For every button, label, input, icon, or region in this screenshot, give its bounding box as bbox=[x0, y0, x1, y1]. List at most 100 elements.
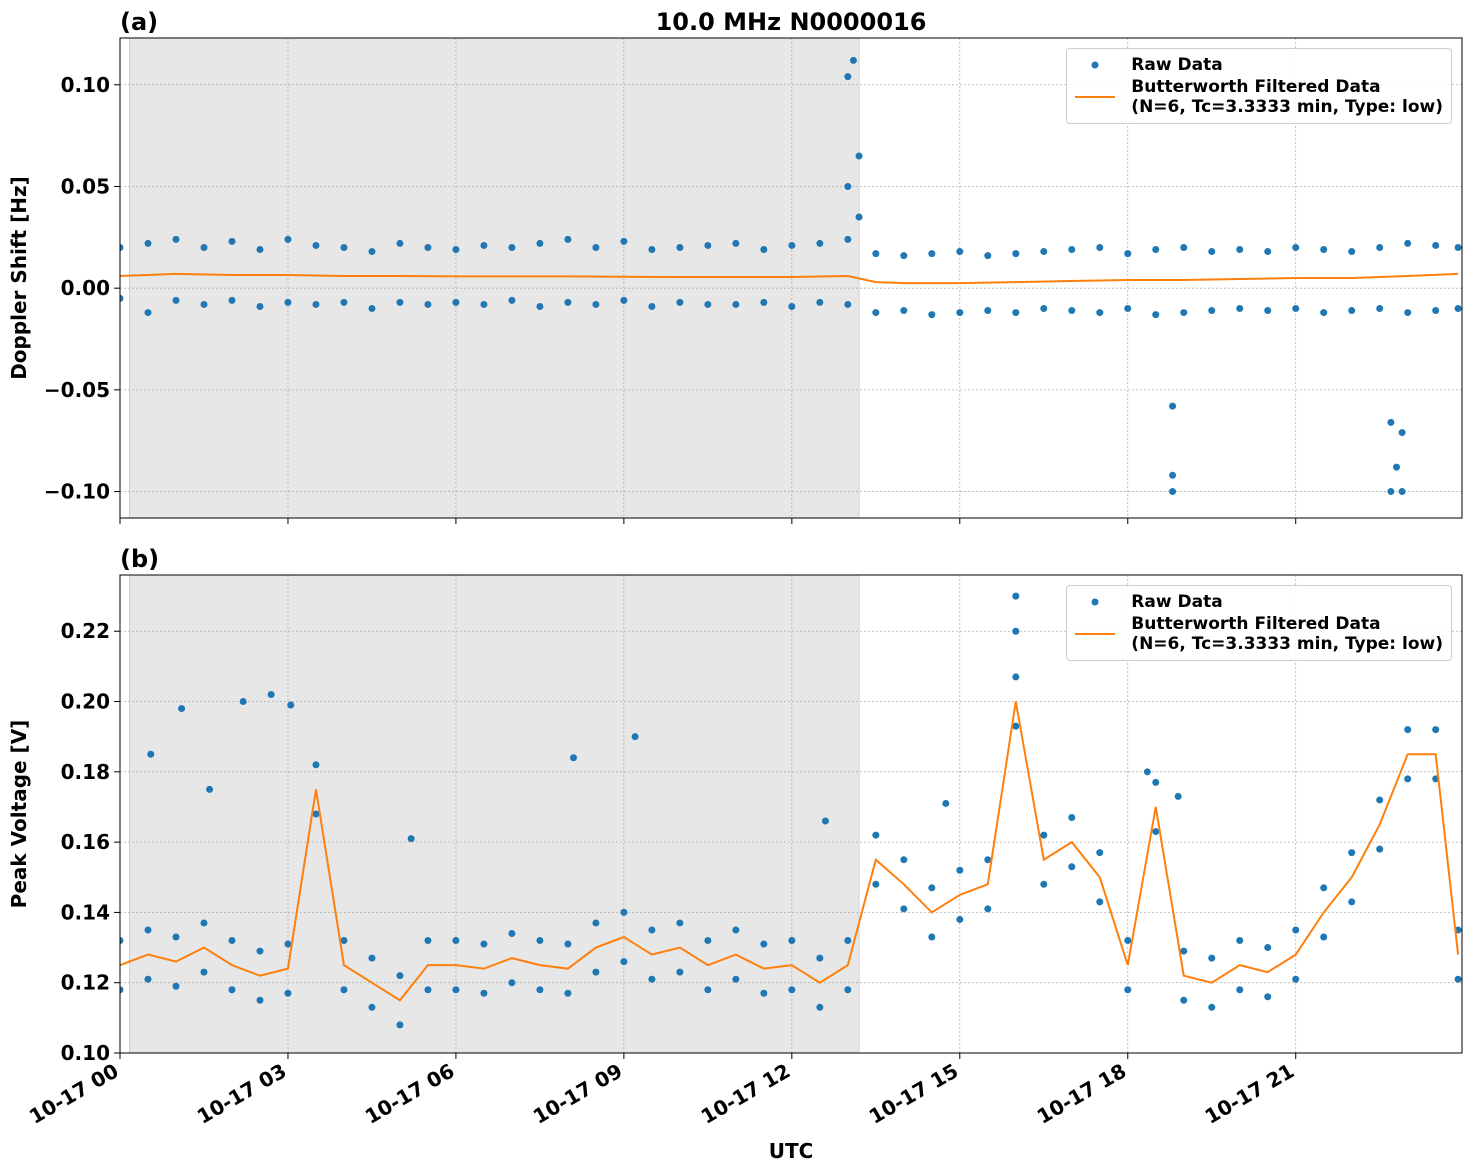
raw-point bbox=[844, 73, 852, 81]
raw-point bbox=[1012, 250, 1020, 258]
raw-point bbox=[564, 989, 572, 997]
raw-point bbox=[284, 989, 292, 997]
raw-point bbox=[1040, 831, 1048, 839]
legend-symbol bbox=[1075, 60, 1115, 70]
raw-point bbox=[1264, 993, 1272, 1001]
raw-point bbox=[200, 968, 208, 976]
raw-point bbox=[760, 246, 768, 254]
x-tick-label: 10-17 12 bbox=[697, 1059, 795, 1129]
raw-point bbox=[620, 237, 628, 245]
raw-point bbox=[676, 243, 684, 251]
shaded-span bbox=[129, 574, 860, 1054]
raw-point bbox=[1348, 307, 1356, 315]
raw-point bbox=[900, 252, 908, 260]
raw-point bbox=[732, 239, 740, 247]
raw-point bbox=[732, 300, 740, 308]
legend-symbol bbox=[1075, 92, 1116, 102]
raw-point bbox=[340, 298, 348, 306]
raw-point bbox=[120, 986, 124, 994]
raw-point bbox=[144, 975, 152, 983]
raw-point bbox=[1124, 250, 1132, 258]
y-tick-label: 0.10 bbox=[61, 73, 110, 97]
raw-point bbox=[928, 311, 936, 319]
y-tick-label: 0.10 bbox=[61, 1041, 110, 1065]
raw-point bbox=[704, 300, 712, 308]
raw-point bbox=[1096, 849, 1104, 857]
raw-point bbox=[620, 958, 628, 966]
raw-point bbox=[1264, 307, 1272, 315]
raw-point bbox=[200, 919, 208, 927]
raw-point bbox=[1404, 775, 1412, 783]
raw-point bbox=[928, 933, 936, 941]
raw-point bbox=[267, 691, 275, 698]
y-tick-label: 0.12 bbox=[61, 971, 110, 995]
y-tick-label: 0.14 bbox=[61, 900, 110, 924]
raw-point bbox=[872, 309, 880, 317]
y-tick-label: 0.16 bbox=[61, 830, 110, 854]
raw-point bbox=[536, 937, 544, 945]
raw-point bbox=[256, 947, 264, 955]
y-tick-label: 0.00 bbox=[61, 276, 110, 300]
legend-marker bbox=[1091, 61, 1099, 69]
raw-point bbox=[1152, 311, 1160, 319]
raw-point bbox=[1174, 792, 1182, 800]
raw-point bbox=[172, 296, 180, 304]
raw-point bbox=[536, 302, 544, 310]
raw-point bbox=[1096, 309, 1104, 317]
filtered-line bbox=[120, 701, 1460, 1002]
raw-point bbox=[788, 302, 796, 310]
raw-point bbox=[312, 300, 320, 308]
raw-point bbox=[1068, 246, 1076, 254]
raw-point bbox=[1152, 778, 1160, 786]
raw-point bbox=[900, 307, 908, 315]
raw-point bbox=[1376, 305, 1384, 313]
raw-point bbox=[172, 235, 180, 243]
raw-point bbox=[900, 905, 908, 913]
raw-point bbox=[620, 908, 628, 916]
shaded-span bbox=[129, 37, 860, 519]
raw-point bbox=[956, 866, 964, 874]
raw-point bbox=[144, 926, 152, 934]
raw-point bbox=[1454, 975, 1462, 983]
raw-point bbox=[200, 300, 208, 308]
raw-point bbox=[849, 56, 857, 64]
raw-point bbox=[368, 954, 376, 962]
raw-point bbox=[1012, 309, 1020, 317]
raw-point bbox=[178, 705, 186, 713]
raw-point bbox=[928, 884, 936, 892]
raw-point bbox=[1387, 418, 1395, 426]
raw-point bbox=[984, 252, 992, 260]
raw-point bbox=[1180, 243, 1188, 251]
y-tick-label: 0.18 bbox=[61, 760, 110, 784]
plot-area bbox=[120, 592, 1462, 1029]
x-tick-label: 10-17 03 bbox=[193, 1059, 291, 1129]
legend-swatch bbox=[1091, 598, 1099, 606]
raw-point bbox=[1432, 307, 1440, 315]
raw-point bbox=[1348, 898, 1356, 906]
raw-point bbox=[1387, 488, 1395, 496]
raw-point bbox=[732, 975, 740, 983]
raw-point bbox=[564, 298, 572, 306]
raw-point bbox=[1124, 305, 1132, 313]
legend-label: Raw Data bbox=[1131, 55, 1223, 75]
raw-point bbox=[452, 986, 460, 994]
raw-point bbox=[1040, 248, 1048, 256]
raw-point bbox=[872, 880, 880, 888]
raw-point bbox=[1143, 768, 1151, 776]
legend: Raw Data Butterworth Filtered Data (N=6, … bbox=[1066, 48, 1452, 124]
raw-point bbox=[1012, 592, 1020, 600]
raw-point bbox=[396, 972, 404, 980]
raw-point bbox=[1096, 243, 1104, 251]
raw-point bbox=[1404, 726, 1412, 734]
raw-point bbox=[942, 799, 950, 807]
raw-point bbox=[984, 905, 992, 913]
y-tick-label: 0.05 bbox=[61, 174, 110, 198]
raw-point bbox=[760, 989, 768, 997]
raw-point bbox=[855, 213, 863, 221]
raw-point bbox=[1096, 898, 1104, 906]
raw-point bbox=[256, 302, 264, 310]
raw-point bbox=[1169, 488, 1177, 496]
raw-point bbox=[872, 250, 880, 258]
